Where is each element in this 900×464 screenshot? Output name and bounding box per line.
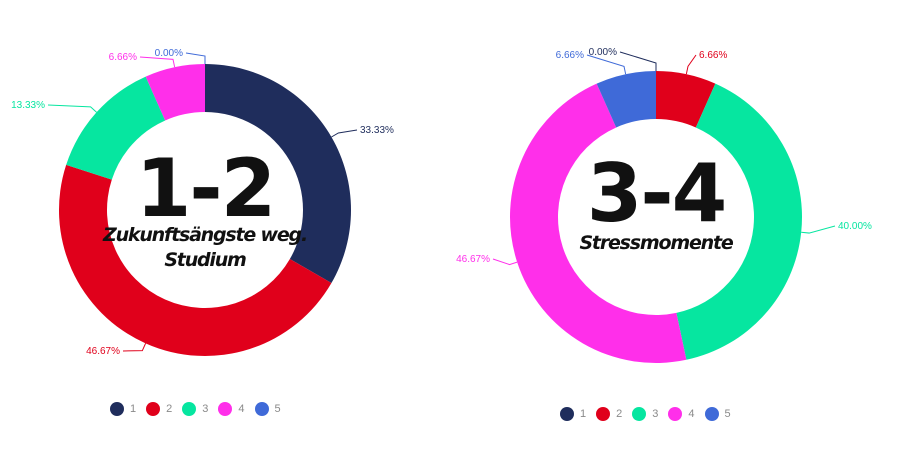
chart-1-data-label-3: 13.33% bbox=[11, 100, 45, 111]
chart-2-legend-marker-3 bbox=[632, 407, 647, 421]
chart-2-legend-marker-2 bbox=[596, 407, 611, 421]
chart-1-leader-5 bbox=[185, 52, 206, 64]
chart-2-leader-5 bbox=[586, 54, 627, 75]
chart-2-slice-5 bbox=[596, 71, 656, 128]
chart-2-legend-label-4: 4 bbox=[688, 408, 695, 420]
chart-1-legend-label-5: 5 bbox=[274, 403, 281, 415]
chart-2-legend-item-3[interactable]: 3 bbox=[632, 407, 658, 421]
chart-2-legend-marker-5 bbox=[704, 407, 719, 421]
chart-2-data-label-3: 40.00% bbox=[838, 221, 872, 232]
chart-1-legend-marker-2 bbox=[146, 402, 161, 416]
chart-2-leader-3 bbox=[801, 225, 836, 234]
chart-1-legend-marker-3 bbox=[182, 402, 197, 416]
chart-1-data-label-2: 46.67% bbox=[86, 346, 120, 357]
chart-2-legend-label-2: 2 bbox=[616, 408, 623, 420]
chart-2-slice-4 bbox=[510, 83, 687, 363]
chart-1-data-label-1: 33.33% bbox=[360, 125, 394, 136]
chart-1-legend-marker-5 bbox=[254, 402, 269, 416]
chart-1-legend-label-3: 3 bbox=[202, 403, 209, 415]
chart-2-center-label: Stressmomente bbox=[579, 232, 733, 254]
chart-1-legend-label-1: 1 bbox=[130, 403, 137, 415]
chart-2-legend: 1 2 3 4 5 bbox=[560, 407, 741, 421]
chart-2-legend-item-5[interactable]: 5 bbox=[704, 407, 731, 421]
chart-2-data-label-1: 0.00% bbox=[589, 47, 617, 58]
chart-2-slice-3 bbox=[676, 83, 802, 360]
chart-2-leader-1 bbox=[619, 51, 657, 71]
chart-1-slice-1 bbox=[205, 64, 351, 283]
chart-2-leader-2 bbox=[685, 54, 697, 75]
chart-1-leader-4 bbox=[139, 56, 176, 68]
chart-1-leader-1 bbox=[331, 129, 358, 138]
chart-2-data-label-2: 6.66% bbox=[699, 50, 727, 61]
chart-1-data-label-4: 6.66% bbox=[109, 52, 137, 63]
chart-1-legend-label-2: 2 bbox=[166, 403, 173, 415]
chart-1-slice-3 bbox=[66, 76, 166, 180]
chart-1-leader-3 bbox=[47, 104, 97, 113]
chart-2-legend-label-5: 5 bbox=[724, 408, 731, 420]
chart-1-center-value: 1-2 bbox=[135, 142, 277, 235]
chart-1-slice-4 bbox=[145, 64, 205, 121]
chart-1-legend-marker-4 bbox=[218, 402, 233, 416]
chart-2-leader-4 bbox=[492, 258, 518, 266]
chart-2-legend-item-2[interactable]: 2 bbox=[596, 407, 622, 421]
chart-2-legend-item-1[interactable]: 1 bbox=[560, 407, 586, 421]
chart-2-slice-2 bbox=[656, 71, 716, 128]
chart-2-legend-label-1: 1 bbox=[580, 408, 587, 420]
chart-1-legend-label-4: 4 bbox=[238, 403, 245, 415]
chart-1-legend-item-1[interactable]: 1 bbox=[110, 402, 136, 416]
chart-1-legend-item-3[interactable]: 3 bbox=[182, 402, 208, 416]
chart-1-legend: 1 2 3 4 5 bbox=[110, 402, 291, 416]
chart-2-legend-marker-1 bbox=[560, 407, 574, 421]
chart-2-legend-item-4[interactable]: 4 bbox=[668, 407, 695, 421]
chart-1-slice-2 bbox=[58, 164, 332, 356]
chart-1-legend-item-4[interactable]: 4 bbox=[218, 402, 245, 416]
chart-1-center-label: Zukunftsängste weg. Studium bbox=[103, 224, 308, 271]
chart-2-data-label-4: 46.67% bbox=[456, 254, 490, 265]
chart-2-legend-marker-4 bbox=[668, 407, 683, 421]
chart-2-legend-label-3: 3 bbox=[652, 408, 659, 420]
chart-1-data-label-5: 0.00% bbox=[155, 48, 183, 59]
chart-1-legend-item-5[interactable]: 5 bbox=[254, 402, 281, 416]
chart-2-data-label-5: 6.66% bbox=[556, 50, 584, 61]
chart-2-center-value: 3-4 bbox=[586, 147, 728, 240]
chart-1-legend-marker-1 bbox=[110, 402, 124, 416]
chart-1-legend-item-2[interactable]: 2 bbox=[146, 402, 172, 416]
chart-1-leader-2 bbox=[122, 343, 147, 352]
